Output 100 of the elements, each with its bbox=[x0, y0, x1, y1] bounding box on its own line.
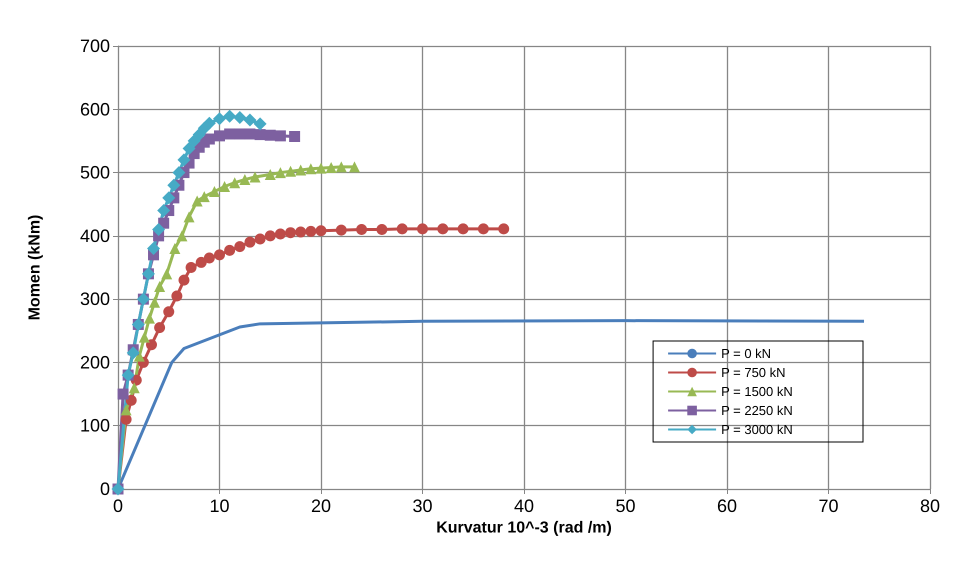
point bbox=[417, 223, 428, 234]
point bbox=[239, 174, 250, 186]
x-tick-label: 30 bbox=[412, 496, 433, 516]
point bbox=[134, 350, 145, 362]
y-tick-label: 200 bbox=[80, 352, 110, 372]
point bbox=[120, 414, 132, 425]
point bbox=[128, 382, 140, 394]
point bbox=[204, 134, 215, 145]
point bbox=[274, 130, 286, 142]
point bbox=[316, 162, 326, 174]
point bbox=[186, 262, 197, 273]
point bbox=[285, 227, 296, 238]
point bbox=[214, 249, 225, 260]
x-tick-label: 80 bbox=[920, 496, 940, 516]
point bbox=[224, 128, 236, 140]
point bbox=[396, 223, 408, 234]
point bbox=[169, 243, 180, 254]
point bbox=[138, 332, 150, 343]
point bbox=[118, 388, 129, 400]
point bbox=[348, 161, 360, 172]
point bbox=[295, 226, 306, 238]
point bbox=[213, 112, 226, 126]
point bbox=[295, 164, 306, 176]
y-tick-label: 300 bbox=[80, 289, 110, 310]
point bbox=[233, 111, 246, 124]
point bbox=[289, 131, 300, 142]
point bbox=[161, 268, 172, 280]
point bbox=[208, 186, 220, 198]
point bbox=[126, 394, 137, 406]
point bbox=[172, 166, 186, 180]
point bbox=[162, 191, 176, 204]
point bbox=[285, 166, 296, 177]
point bbox=[126, 346, 140, 360]
point bbox=[254, 129, 266, 140]
point bbox=[224, 244, 236, 256]
point bbox=[264, 230, 276, 242]
x-tick-label: 0 bbox=[112, 496, 124, 516]
point bbox=[171, 290, 182, 302]
point bbox=[196, 256, 207, 268]
point bbox=[152, 223, 166, 236]
point bbox=[243, 114, 256, 127]
point bbox=[154, 322, 166, 334]
point bbox=[250, 172, 261, 182]
legend-label: P = 3000 kN bbox=[721, 422, 793, 437]
point bbox=[202, 116, 216, 130]
point bbox=[274, 167, 286, 178]
point bbox=[146, 339, 157, 350]
point bbox=[192, 196, 203, 207]
point bbox=[167, 178, 180, 192]
point bbox=[163, 306, 174, 318]
legend-label: P = 1500 kN bbox=[721, 384, 793, 399]
point bbox=[305, 226, 316, 237]
x-tick-label: 70 bbox=[818, 496, 839, 516]
point bbox=[157, 204, 170, 218]
point bbox=[188, 134, 201, 148]
point bbox=[244, 128, 256, 140]
x-axis-title: Kurvatur 10^-3 (rad /m) bbox=[436, 519, 612, 536]
point bbox=[254, 117, 267, 130]
x-tick-label: 20 bbox=[310, 496, 332, 516]
point bbox=[498, 223, 510, 234]
x-tick-label: 10 bbox=[209, 496, 230, 516]
point bbox=[305, 163, 316, 174]
point bbox=[326, 162, 337, 174]
point bbox=[219, 180, 230, 192]
y-tick-label: 0 bbox=[100, 479, 110, 499]
y-tick-label: 600 bbox=[80, 99, 110, 120]
legend-label: P = 0 kN bbox=[721, 346, 772, 361]
point bbox=[177, 153, 190, 166]
point bbox=[376, 224, 388, 236]
point bbox=[264, 130, 276, 141]
x-tick-label: 60 bbox=[716, 496, 738, 516]
point bbox=[178, 274, 190, 286]
point bbox=[120, 404, 132, 416]
y-axis-title: Momen (kNm) bbox=[26, 214, 44, 320]
legend-label: P = 750 kN bbox=[721, 365, 786, 380]
point bbox=[234, 128, 246, 140]
point bbox=[264, 168, 276, 180]
point bbox=[336, 161, 347, 172]
y-tick-label: 100 bbox=[80, 416, 110, 436]
point bbox=[144, 312, 155, 324]
point bbox=[316, 225, 326, 236]
point bbox=[458, 223, 469, 234]
legend-label: P = 2250 kN bbox=[721, 403, 793, 418]
point bbox=[154, 280, 166, 292]
point bbox=[274, 228, 286, 240]
point bbox=[149, 296, 160, 308]
x-tick-label: 50 bbox=[615, 496, 636, 516]
point bbox=[478, 223, 489, 234]
point bbox=[198, 191, 210, 202]
y-tick-label: 500 bbox=[80, 162, 110, 183]
point bbox=[229, 177, 240, 188]
point bbox=[184, 211, 195, 222]
point bbox=[437, 223, 448, 234]
point bbox=[147, 242, 160, 256]
point bbox=[182, 142, 196, 156]
x-tick-label: 40 bbox=[514, 496, 534, 516]
point bbox=[356, 224, 368, 236]
point bbox=[214, 130, 225, 142]
point bbox=[254, 234, 266, 245]
point bbox=[204, 252, 215, 264]
